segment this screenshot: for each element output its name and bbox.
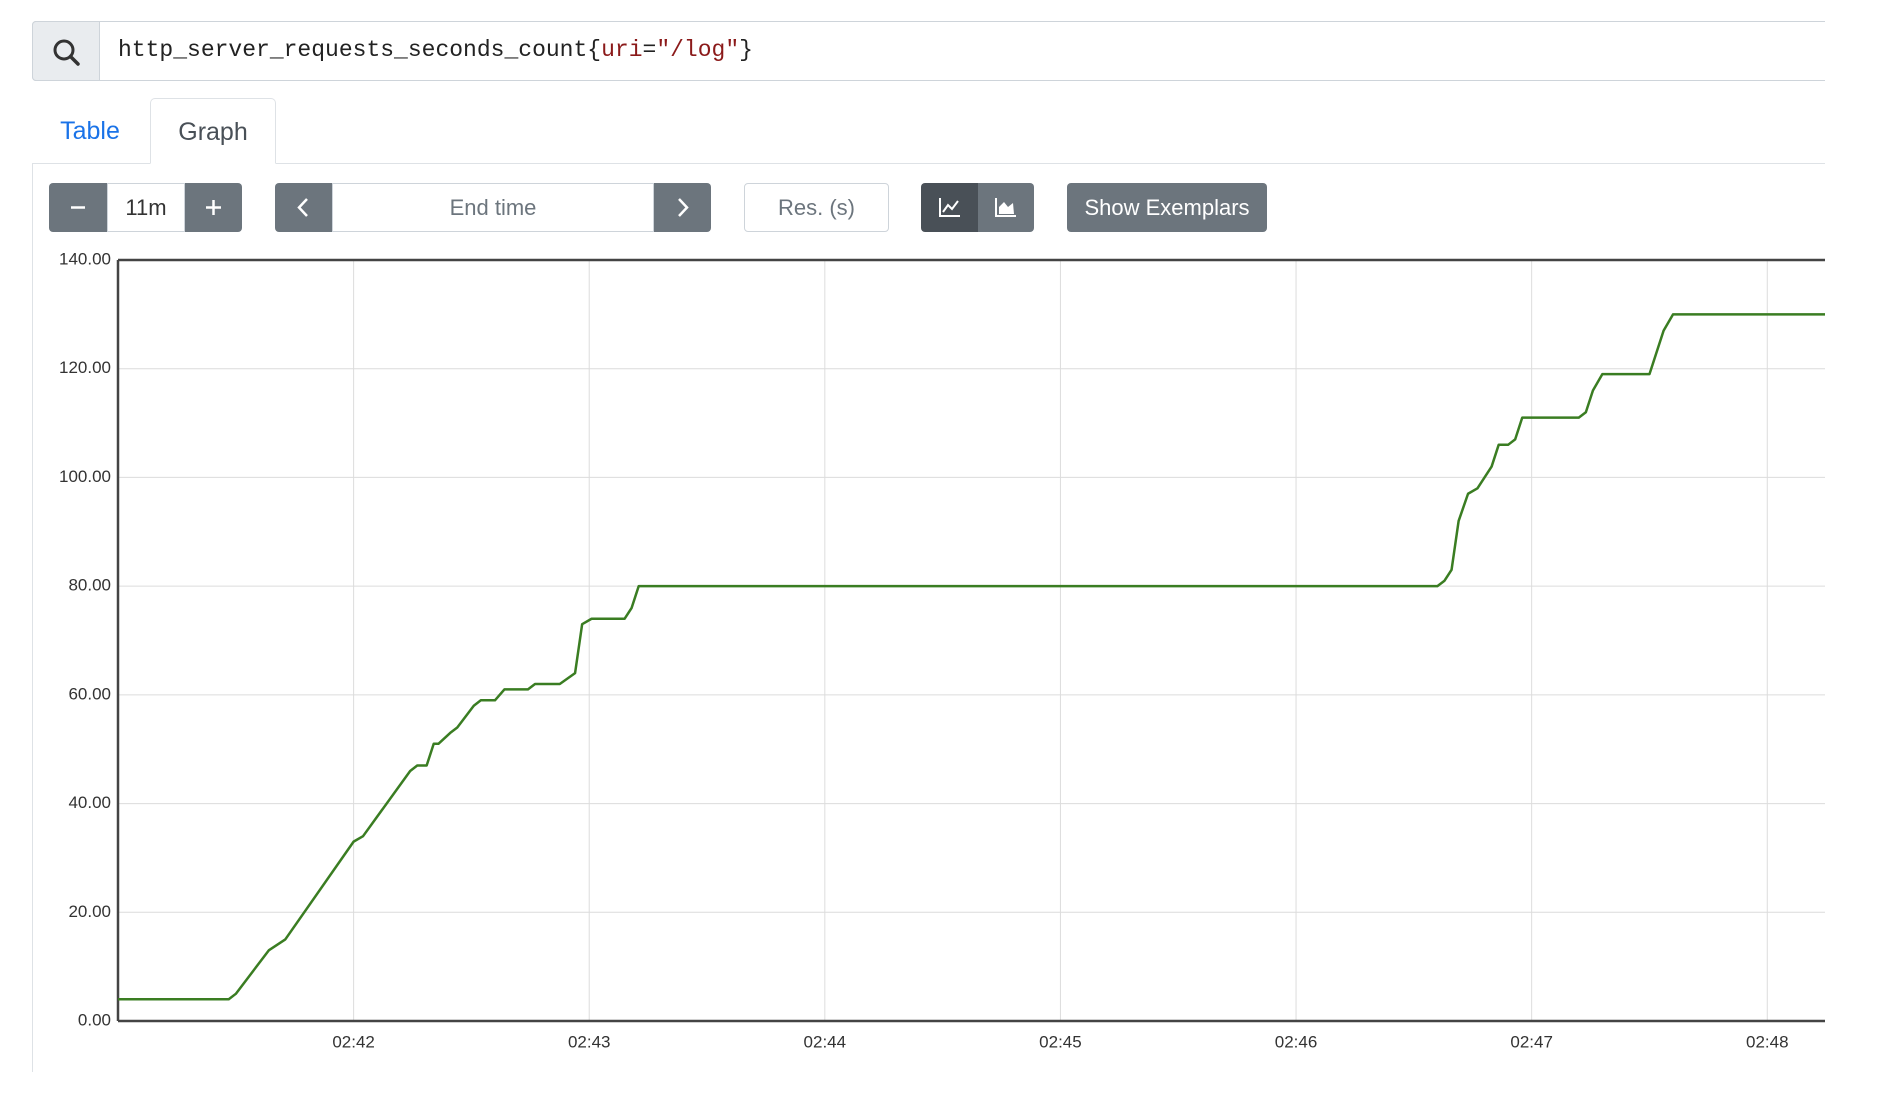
panel-border bbox=[32, 164, 33, 1072]
query-token: uri bbox=[601, 37, 643, 63]
tab[interactable]: Table bbox=[60, 117, 120, 145]
range-input[interactable]: 11m bbox=[107, 183, 185, 232]
y-tick-label: 100.00 bbox=[59, 467, 111, 486]
x-tick-label: 02:42 bbox=[332, 1032, 375, 1051]
series-line bbox=[118, 313, 1825, 1001]
chevron-left bbox=[297, 198, 308, 217]
x-tick-label: 02:46 bbox=[1275, 1032, 1318, 1051]
query-token: http_server_requests_seconds_count{ bbox=[118, 37, 602, 63]
show-exemplars[interactable]: Show Exemplars bbox=[1067, 183, 1267, 232]
y-tick-label: 140.00 bbox=[59, 249, 111, 268]
query-token: } bbox=[739, 37, 753, 63]
plus-icon bbox=[206, 200, 221, 215]
query-token: = bbox=[642, 37, 657, 63]
y-tick-label: 0.00 bbox=[78, 1010, 111, 1029]
y-tick-label: 60.00 bbox=[68, 684, 111, 703]
x-tick-label: 02:48 bbox=[1746, 1032, 1789, 1051]
y-tick-label: 40.00 bbox=[68, 793, 111, 812]
tab[interactable]: Graph bbox=[150, 98, 276, 164]
minus-icon bbox=[71, 206, 85, 209]
y-tick-label: 20.00 bbox=[68, 902, 111, 921]
query-text[interactable]: http_server_requests_seconds_count{uri="… bbox=[118, 37, 753, 63]
y-tick-label: 80.00 bbox=[68, 576, 111, 595]
stacked-mode[interactable] bbox=[978, 183, 1034, 232]
line-chart-icon bbox=[939, 198, 960, 217]
x-tick-label: 02:45 bbox=[1039, 1032, 1082, 1051]
next-time[interactable] bbox=[654, 183, 711, 232]
x-tick-label: 02:43 bbox=[568, 1032, 611, 1051]
line-mode[interactable] bbox=[921, 183, 978, 232]
chevron-right bbox=[678, 198, 689, 217]
decrease-range[interactable] bbox=[49, 183, 107, 232]
search-glyph bbox=[53, 39, 80, 66]
query-token: "/log" bbox=[656, 37, 740, 63]
search-icon bbox=[32, 21, 100, 81]
previous-time[interactable] bbox=[275, 183, 332, 232]
end-time-input[interactable]: End time bbox=[332, 183, 654, 232]
x-tick-label: 02:47 bbox=[1510, 1032, 1553, 1051]
y-tick-label: 120.00 bbox=[59, 358, 111, 377]
area-chart-icon bbox=[995, 198, 1016, 217]
x-tick-label: 02:44 bbox=[804, 1032, 847, 1051]
increase-range[interactable] bbox=[185, 183, 242, 232]
resolution-input[interactable]: Res. (s) bbox=[744, 183, 889, 232]
tab-divider bbox=[32, 163, 1825, 164]
